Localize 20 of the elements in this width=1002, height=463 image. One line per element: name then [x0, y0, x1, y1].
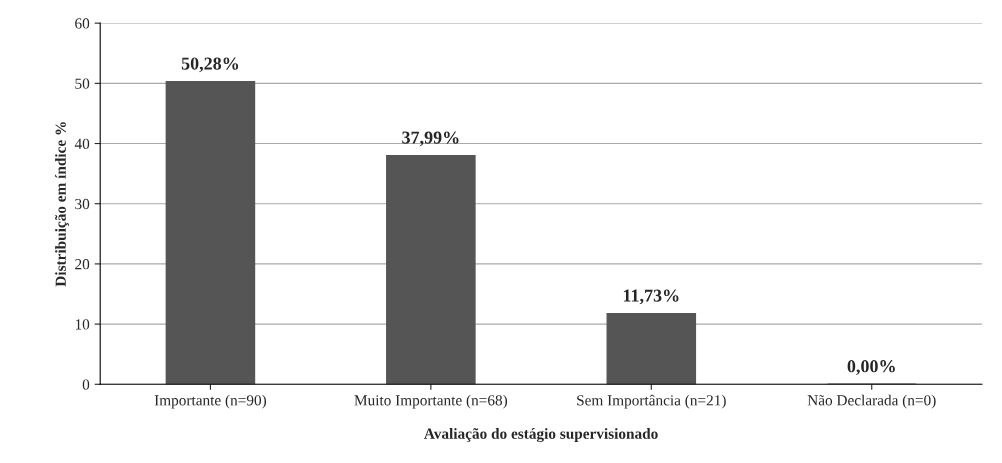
- x-tick-label: Sem Importância (n=21): [577, 394, 726, 409]
- y-tick-label: 60: [75, 18, 90, 29]
- y-tick-label: 40: [74, 138, 90, 149]
- data-label: 50,28%: [181, 57, 239, 73]
- y-tick-label: 30: [75, 198, 90, 210]
- data-label: 37,99%: [402, 131, 459, 147]
- data-label: 0,00%: [847, 360, 895, 375]
- x-tick-label: Importante (n=90): [154, 394, 267, 409]
- x-tick-label: Muito Importante (n=68): [354, 394, 508, 409]
- y-tick-label: 0: [82, 379, 90, 390]
- x-axis-title: Avaliação do estágio supervisionado: [424, 428, 658, 443]
- y-tick-label: 20: [75, 259, 90, 270]
- bar: [386, 154, 476, 385]
- x-tick-label: Não Declarada (n=0): [807, 394, 936, 409]
- data-label: 11,73%: [623, 289, 679, 305]
- y-tick-label: 10: [75, 319, 90, 330]
- y-tick-label: 50: [75, 78, 90, 89]
- bar: [606, 312, 697, 385]
- y-axis-title: Distribuição em índice %: [55, 122, 69, 287]
- bar: [165, 80, 256, 385]
